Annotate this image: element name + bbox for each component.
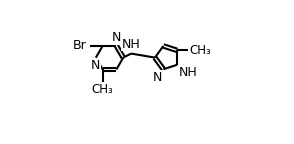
Text: N: N xyxy=(91,59,101,72)
Text: NH: NH xyxy=(178,66,197,79)
Text: Br: Br xyxy=(73,39,87,52)
Text: N: N xyxy=(112,31,121,44)
Text: NH: NH xyxy=(122,38,141,51)
Text: CH₃: CH₃ xyxy=(92,83,113,96)
Text: N: N xyxy=(153,71,162,84)
Text: CH₃: CH₃ xyxy=(189,44,211,57)
